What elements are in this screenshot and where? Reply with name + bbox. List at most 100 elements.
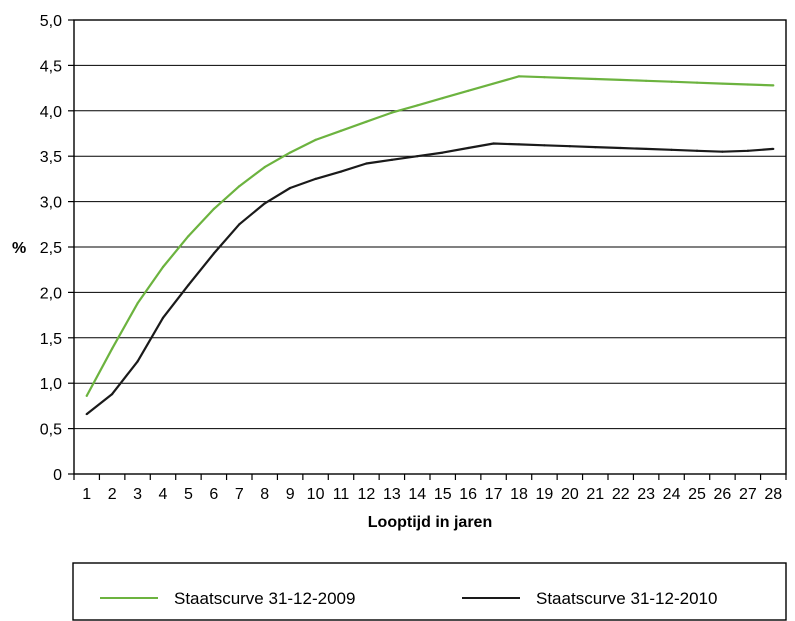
x-tick-label: 1 bbox=[82, 486, 91, 503]
data-point bbox=[136, 360, 139, 363]
data-point bbox=[746, 83, 749, 86]
y-tick-label: 2,0 bbox=[40, 285, 62, 302]
data-point bbox=[365, 162, 368, 165]
data-point bbox=[238, 223, 241, 226]
x-tick-label: 17 bbox=[485, 486, 503, 503]
gridlines bbox=[74, 64, 786, 430]
x-tick-label: 18 bbox=[510, 486, 528, 503]
y-tick-label: 4,5 bbox=[40, 58, 62, 75]
data-point bbox=[111, 392, 114, 396]
x-tick-label: 25 bbox=[688, 486, 706, 503]
data-point bbox=[568, 145, 571, 148]
data-point bbox=[85, 394, 88, 398]
x-axis-label: Looptijd in jaren bbox=[368, 514, 492, 531]
x-tick-label: 12 bbox=[358, 486, 376, 503]
x-tick-label: 15 bbox=[434, 486, 452, 503]
y-tick-label: 3,0 bbox=[40, 195, 62, 212]
y-axis: 0 0,5 1,0 1,5 2,0 2,5 3,0 3,5 4,0 4,5 5,0 bbox=[40, 13, 74, 484]
legend-label-2010: Staatscurve 31-12-2010 bbox=[536, 589, 717, 608]
data-point bbox=[517, 143, 521, 146]
data-point bbox=[645, 147, 648, 151]
x-tick-label: 10 bbox=[307, 486, 325, 503]
data-point bbox=[390, 111, 393, 114]
x-tick-label: 11 bbox=[333, 486, 350, 503]
x-tick-label: 3 bbox=[133, 486, 142, 503]
data-point bbox=[289, 151, 292, 154]
data-point bbox=[467, 146, 470, 150]
data-point bbox=[441, 151, 444, 154]
data-point bbox=[695, 81, 699, 84]
x-tick-label: 27 bbox=[739, 486, 757, 503]
x-tick-label: 26 bbox=[714, 486, 732, 503]
series-line-2010 bbox=[86, 142, 774, 415]
data-point bbox=[212, 252, 215, 255]
data-point bbox=[619, 146, 622, 150]
data-point bbox=[568, 77, 571, 80]
data-point bbox=[721, 82, 724, 85]
data-point bbox=[416, 104, 419, 107]
data-point bbox=[238, 185, 241, 188]
data-point bbox=[619, 78, 622, 82]
x-tick-label: 13 bbox=[383, 486, 401, 503]
legend: Staatscurve 31-12-2009 Staatscurve 31-12… bbox=[72, 562, 787, 621]
x-tick-label: 7 bbox=[235, 486, 244, 503]
x-tick-label: 9 bbox=[286, 486, 295, 503]
data-point bbox=[492, 142, 495, 145]
x-tick-label: 20 bbox=[561, 486, 579, 503]
data-point bbox=[517, 75, 521, 78]
x-axis: 1 2 3 4 5 6 7 8 9 10 11 12 13 14 15 16 17 18 19 20 21 22 23 24 2… bbox=[73, 474, 787, 503]
data-point bbox=[339, 129, 343, 132]
data-point bbox=[161, 316, 165, 319]
y-axis-label: % bbox=[12, 240, 26, 257]
data-point bbox=[111, 347, 114, 350]
data-point bbox=[772, 147, 775, 151]
data-point bbox=[670, 148, 673, 151]
x-tick-label: 8 bbox=[260, 486, 269, 503]
legend-box bbox=[72, 562, 787, 621]
y-tick-label: 0 bbox=[53, 467, 62, 484]
data-point bbox=[645, 79, 648, 82]
data-point bbox=[746, 149, 749, 152]
data-point bbox=[187, 284, 190, 287]
data-point bbox=[695, 149, 699, 152]
data-point bbox=[289, 186, 292, 190]
series-lines bbox=[85, 75, 775, 416]
series-line-2009 bbox=[85, 75, 774, 397]
data-point bbox=[161, 265, 165, 269]
data-point bbox=[263, 202, 266, 205]
data-point bbox=[543, 144, 546, 147]
data-point bbox=[187, 235, 190, 238]
data-point bbox=[314, 138, 317, 141]
data-point bbox=[772, 84, 775, 87]
x-tick-label: 23 bbox=[637, 486, 655, 503]
x-tick-label: 2 bbox=[108, 486, 117, 503]
x-tick-label: 19 bbox=[536, 486, 554, 503]
x-tick-label: 28 bbox=[764, 486, 782, 503]
data-point bbox=[85, 412, 88, 416]
data-point bbox=[594, 146, 597, 149]
data-point bbox=[212, 207, 215, 210]
data-point bbox=[339, 170, 343, 173]
data-point bbox=[390, 158, 393, 161]
x-tick-label: 14 bbox=[408, 486, 426, 503]
data-point bbox=[136, 302, 139, 305]
data-point bbox=[365, 120, 368, 123]
data-point bbox=[721, 150, 724, 153]
data-point bbox=[594, 77, 597, 81]
data-point bbox=[670, 80, 673, 83]
data-point bbox=[441, 96, 444, 100]
data-point bbox=[543, 76, 546, 79]
y-tick-label: 1,0 bbox=[40, 376, 62, 393]
x-tick-label: 16 bbox=[459, 486, 477, 503]
x-tick-label: 24 bbox=[663, 486, 681, 503]
y-tick-label: 3,5 bbox=[40, 149, 62, 166]
data-point bbox=[263, 165, 266, 169]
data-point bbox=[314, 177, 317, 180]
data-point bbox=[416, 155, 419, 158]
y-tick-label: 4,0 bbox=[40, 104, 62, 121]
x-tick-label: 4 bbox=[159, 486, 168, 503]
y-tick-label: 0,5 bbox=[40, 422, 62, 439]
y-tick-label: 1,5 bbox=[40, 331, 62, 348]
x-tick-label: 21 bbox=[586, 486, 604, 503]
